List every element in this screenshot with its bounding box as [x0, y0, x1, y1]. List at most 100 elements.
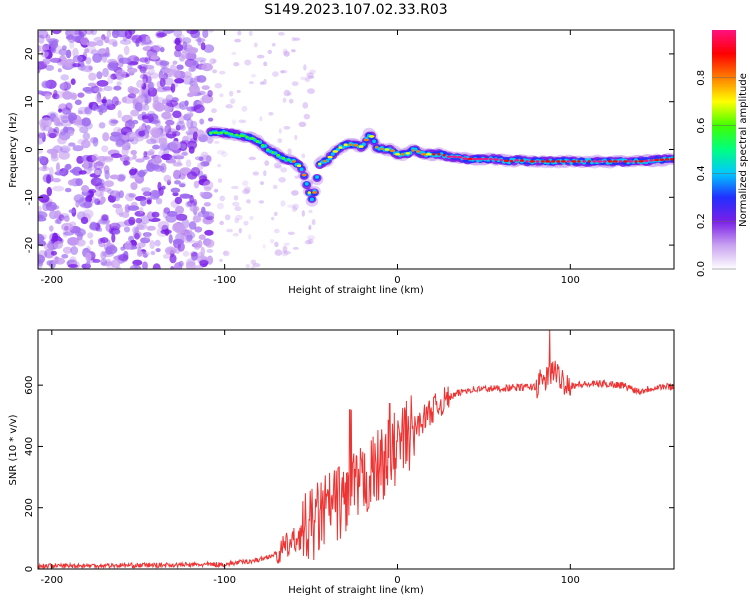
noise-cell — [80, 65, 93, 72]
noise-cell — [173, 49, 182, 58]
noise-cell — [280, 70, 285, 74]
noise-cell — [95, 178, 105, 187]
noise-cell — [78, 30, 87, 37]
noise-cell — [155, 155, 162, 161]
noise-cell — [58, 214, 65, 221]
noise-cell — [87, 188, 97, 194]
noise-cell — [208, 30, 214, 33]
noise-cell — [118, 254, 129, 262]
colorbar-label: Normalized spectral amplitude — [738, 73, 749, 227]
noise-cell — [238, 228, 242, 234]
noise-cell — [170, 187, 181, 193]
ridge-core-cell — [401, 153, 405, 156]
noise-cell — [38, 250, 48, 259]
x-tick-label: -200 — [40, 575, 63, 586]
ridge-cell — [315, 175, 320, 179]
noise-cell — [68, 179, 75, 186]
noise-cell — [72, 145, 84, 152]
noise-cell — [160, 47, 165, 53]
noise-cell — [91, 153, 99, 161]
noise-cell — [186, 200, 197, 207]
noise-cell — [187, 48, 198, 54]
noise-cell — [56, 162, 60, 173]
ridge-core-cell — [499, 158, 504, 162]
noise-cell — [225, 104, 233, 109]
ridge-core-cell — [545, 160, 551, 163]
noise-cell — [41, 80, 51, 89]
noise-cell — [151, 128, 161, 139]
noise-cell — [283, 50, 290, 57]
noise-cell — [166, 142, 178, 152]
noise-cell — [111, 96, 119, 107]
ridge-core-cell — [389, 149, 396, 152]
noise-cell — [197, 36, 202, 46]
noise-cell — [61, 107, 72, 115]
noise-cell — [185, 159, 192, 168]
ridge-core-cell — [261, 143, 265, 147]
noise-cell — [91, 87, 103, 92]
noise-cell — [278, 177, 286, 183]
noise-cell — [212, 69, 218, 74]
noise-cell — [131, 119, 139, 125]
ridge-core-cell — [353, 143, 359, 147]
noise-cell — [38, 211, 48, 219]
noise-cell — [75, 178, 83, 187]
noise-cell — [149, 240, 155, 250]
noise-cell — [288, 98, 294, 104]
noise-cell — [234, 206, 242, 212]
ridge-cell — [304, 182, 309, 186]
ridge-core-cell — [649, 159, 654, 162]
noise-cell — [282, 245, 288, 253]
noise-cell — [291, 37, 296, 42]
noise-cell — [301, 153, 306, 159]
noise-cell — [231, 51, 237, 56]
noise-cell — [50, 250, 58, 256]
noise-cell — [130, 182, 138, 190]
noise-cell — [238, 119, 245, 124]
noise-cell — [308, 209, 313, 214]
noise-cell — [174, 196, 183, 205]
noise-cell — [40, 117, 52, 128]
noise-cell — [142, 191, 152, 197]
noise-cell — [74, 30, 82, 36]
noise-cell — [169, 140, 181, 151]
noise-cell — [85, 57, 92, 65]
noise-cell — [67, 112, 78, 122]
noise-cell — [155, 248, 161, 253]
noise-cell — [231, 119, 237, 125]
noise-cell — [89, 137, 99, 144]
noise-cell — [162, 72, 169, 80]
noise-cell — [38, 45, 46, 52]
noise-cell — [219, 93, 224, 98]
noise-cell — [110, 259, 121, 269]
noise-cell — [111, 233, 116, 243]
noise-cell — [109, 174, 120, 180]
colorbar-tick-label: 0.4 — [696, 165, 707, 181]
snr-series-line — [38, 330, 674, 569]
noise-cell — [174, 78, 185, 84]
noise-cell — [216, 149, 225, 155]
ridge-cell — [413, 147, 418, 152]
noise-cell — [38, 132, 45, 139]
noise-cell — [157, 181, 162, 192]
noise-cell — [234, 217, 240, 224]
noise-cell — [74, 99, 82, 106]
noise-cell — [92, 258, 101, 263]
noise-cell — [233, 195, 239, 201]
noise-cell — [131, 34, 143, 44]
noise-cell — [188, 221, 197, 230]
noise-cell — [100, 258, 108, 266]
noise-cell — [185, 229, 193, 236]
noise-cell — [60, 115, 69, 124]
noise-cell — [117, 110, 122, 119]
noise-cell — [190, 167, 201, 177]
noise-cell — [217, 163, 222, 168]
noise-cell — [176, 120, 185, 130]
noise-cell — [116, 30, 128, 38]
noise-cell — [234, 38, 241, 43]
noise-cell — [84, 64, 93, 73]
noise-cell — [38, 148, 43, 155]
ridge-core-cell — [596, 160, 603, 163]
noise-cell — [165, 214, 177, 223]
